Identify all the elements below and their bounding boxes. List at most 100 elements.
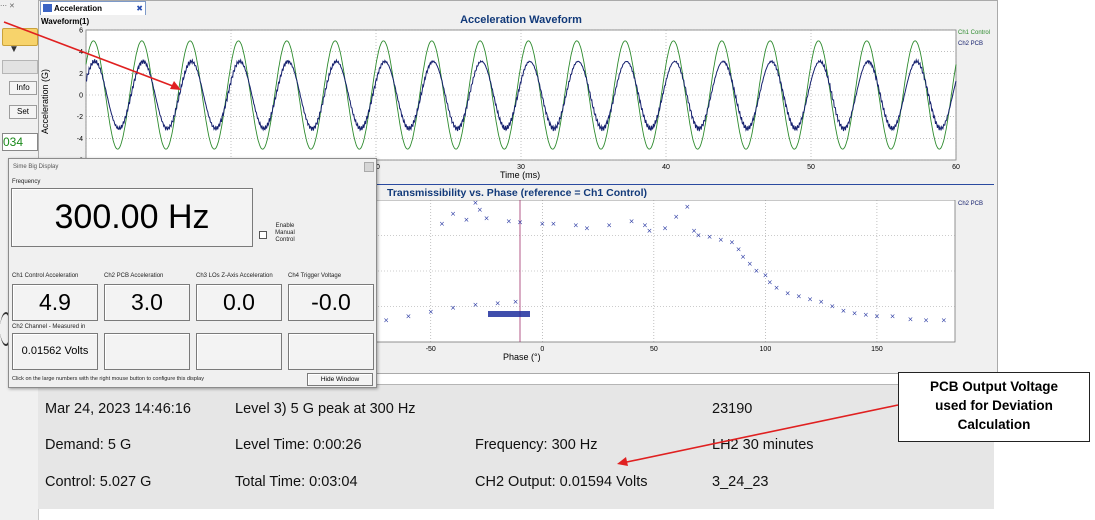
phase-point: × — [506, 217, 512, 225]
phase-point: × — [450, 210, 456, 218]
waveform-ytick-label: 2 — [79, 71, 83, 78]
phase-point: × — [852, 310, 858, 318]
phase-xtick-label: 150 — [871, 346, 883, 353]
phase-chart: -50 0 50 100 150 ×××× × × ××××××× × × × × × × ×××× ××××… — [375, 200, 956, 353]
phase-point: × — [807, 295, 813, 303]
phase-point: × — [517, 219, 523, 227]
phase-point: × — [406, 312, 412, 320]
phase-point: × — [890, 312, 896, 320]
phase-point: × — [472, 200, 478, 207]
set-button[interactable]: Set — [9, 105, 37, 119]
ch3-label: Ch3 LOs Z-Axis Acceleration — [196, 273, 273, 279]
dialog-hint: Click on the large numbers with the righ… — [12, 376, 204, 382]
phase-point: × — [923, 317, 929, 325]
run-button[interactable] — [2, 28, 38, 46]
phase-point: × — [818, 298, 824, 306]
waveform-xtick-label: 30 — [517, 164, 525, 171]
phase-xtick-label: 0 — [540, 346, 544, 353]
phase-point: × — [472, 301, 478, 309]
dialog-title: Sime Big Display — [13, 164, 59, 170]
status-count: 23190 — [712, 401, 753, 417]
phase-point: × — [450, 304, 456, 312]
legend-ch2-pcb: Ch2 PCB — [958, 41, 984, 47]
phase-point: × — [684, 203, 690, 211]
series-ch1-control-line — [85, 40, 957, 150]
phase-point: × — [696, 232, 702, 240]
waveform-xtick-label: 50 — [807, 164, 815, 171]
waveform-xlabel: Time (ms) — [500, 170, 541, 180]
phase-xtick-label: -50 — [426, 346, 436, 353]
phase-point: × — [495, 300, 501, 308]
phase-point: × — [785, 290, 791, 298]
phase-point: × — [551, 220, 557, 228]
ch2-measured-label: Ch2 Channel - Measured in — [12, 324, 86, 330]
phase-point: × — [662, 224, 668, 232]
phase-point: × — [841, 307, 847, 315]
ch2-value-display[interactable]: 3.0 — [104, 284, 190, 321]
phase-point: × — [464, 216, 470, 224]
phase-point: × — [513, 298, 519, 306]
legend-ch1-control: Ch1 Control — [958, 30, 991, 36]
phase-point: × — [718, 236, 724, 244]
waveform-ytick-label: -2 — [77, 114, 83, 121]
phase-point: × — [707, 233, 713, 241]
phase-point: × — [740, 253, 746, 261]
phase-xlabel: Phase (°) — [503, 352, 541, 362]
callout-box: PCB Output Voltage used for Deviation Ca… — [898, 372, 1090, 442]
status-datetime: Mar 24, 2023 14:46:16 — [45, 401, 191, 417]
status-demand: Demand: 5 G — [45, 437, 132, 453]
ch4-label: Ch4 Trigger Voltage — [288, 273, 342, 279]
ch3-value-display[interactable]: 0.0 — [196, 284, 282, 321]
phase-point: × — [439, 220, 445, 228]
empty-display-2[interactable] — [196, 333, 282, 370]
phase-point: × — [642, 222, 648, 230]
tab-acceleration-waveform[interactable]: Acceleration Waveform(1) ✖ — [40, 1, 146, 26]
ch2-label: Ch2 PCB Acceleration — [104, 273, 164, 279]
phase-point: × — [691, 227, 697, 235]
frequency-display[interactable]: 300.00 Hz — [11, 188, 253, 247]
phase-point: × — [747, 260, 753, 268]
phase-xtick-label: 100 — [760, 346, 772, 353]
tab-chart-icon — [43, 4, 52, 12]
waveform-ytick-label: 0 — [79, 93, 83, 100]
phase-point: × — [754, 267, 760, 275]
phase-point: × — [774, 284, 780, 292]
waveform-xtick-label: 40 — [662, 164, 670, 171]
waveform-title: Acceleration Waveform — [460, 14, 582, 26]
waveform-ytick-label: 4 — [79, 49, 83, 56]
pin-icon[interactable]: ⋯ ✕ — [0, 3, 15, 10]
callout-line-1: PCB Output Voltage — [930, 379, 1058, 394]
phase-point: × — [484, 214, 490, 222]
info-button[interactable]: Info — [9, 81, 37, 95]
waveform-xtick-label: 60 — [952, 164, 960, 171]
ch2-volts-display[interactable]: 0.01562 Volts — [12, 333, 98, 370]
empty-display-1[interactable] — [104, 333, 190, 370]
ch4-value-display[interactable]: -0.0 — [288, 284, 374, 321]
phase-point: × — [729, 239, 735, 247]
phase-point: × — [874, 312, 880, 320]
phase-point: × — [629, 217, 635, 225]
phase-point: × — [829, 303, 835, 311]
series-ch2-pcb-line — [85, 58, 957, 132]
big-display-dialog[interactable]: Sime Big Display Frequency 300.00 Hz Ena… — [8, 158, 377, 388]
down-arrow-icon[interactable]: ▼ — [9, 44, 19, 55]
phase-point: × — [539, 220, 545, 228]
status-control: Control: 5.027 G — [45, 474, 152, 490]
waveform-ytick-label: -4 — [77, 136, 83, 143]
empty-display-3[interactable] — [288, 333, 374, 370]
legend-phase-ch2-pcb: Ch2 PCB — [958, 201, 984, 207]
phase-dense-cluster — [488, 311, 530, 317]
close-icon[interactable]: ✖ — [136, 4, 143, 13]
ch1-value-display[interactable]: 4.9 — [12, 284, 98, 321]
status-lh2: LH2 30 minutes — [712, 437, 814, 453]
waveform-ytick-label: 6 — [79, 28, 83, 35]
manual-control-checkbox[interactable] — [259, 231, 267, 239]
phase-point: × — [907, 315, 913, 323]
blank-field — [2, 60, 38, 74]
dialog-close-icon[interactable] — [364, 162, 374, 172]
phase-point: × — [673, 213, 679, 221]
frequency-label: Frequency — [12, 179, 41, 185]
hide-window-button[interactable]: Hide Window — [307, 373, 373, 386]
status-total-time: Total Time: 0:03:04 — [235, 474, 358, 490]
